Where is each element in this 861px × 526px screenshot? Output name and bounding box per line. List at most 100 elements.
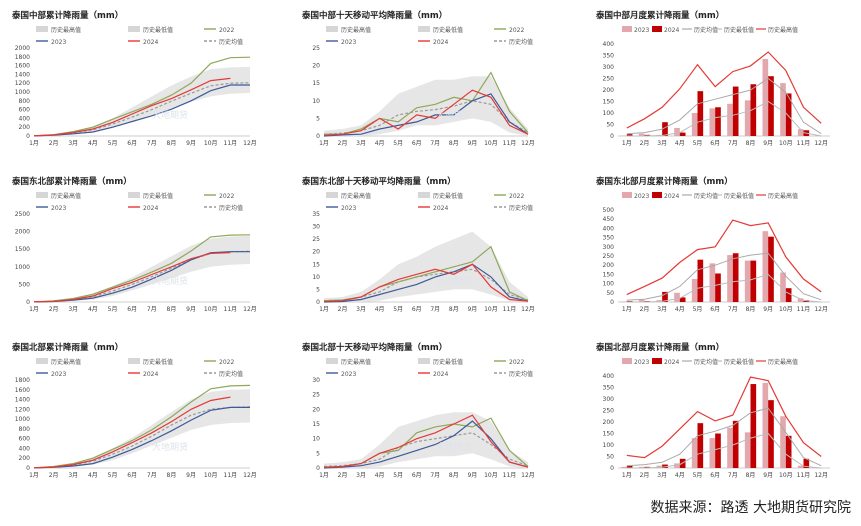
x-tick-label: 6月 bbox=[412, 140, 422, 147]
legend-label: 历史最高值 bbox=[768, 192, 798, 200]
bar-2024 bbox=[679, 132, 686, 136]
x-tick-label: 10月 bbox=[204, 306, 218, 313]
x-tick-label: 1月 bbox=[29, 306, 39, 313]
series-line-2022 bbox=[324, 71, 529, 135]
x-tick-label: 6月 bbox=[710, 306, 720, 313]
bar-2024 bbox=[715, 433, 721, 468]
y-tick-label: 25 bbox=[312, 45, 320, 52]
x-tick-label: 10月 bbox=[204, 472, 218, 479]
legend-label: 2024 bbox=[433, 371, 448, 378]
x-tick-label: 7月 bbox=[430, 472, 440, 479]
bar-2024 bbox=[697, 91, 704, 136]
x-tick-label: 8月 bbox=[449, 140, 459, 147]
series-line-2024 bbox=[323, 414, 529, 468]
legend-swatch bbox=[36, 26, 48, 32]
x-tick-label: 3月 bbox=[68, 472, 78, 479]
legend-label: 2024 bbox=[664, 193, 679, 200]
x-tick-label: 2月 bbox=[49, 306, 59, 313]
bar-2024 bbox=[662, 291, 668, 302]
x-tick-label: 12月 bbox=[814, 140, 828, 147]
y-tick-label: 600 bbox=[19, 107, 31, 114]
x-tick-label: 7月 bbox=[728, 472, 738, 479]
legend-swatch bbox=[128, 26, 140, 32]
bar-2023 bbox=[691, 438, 698, 468]
series-line-2024 bbox=[33, 396, 231, 469]
x-tick-label: 1月 bbox=[319, 472, 329, 479]
bar-2023 bbox=[621, 466, 627, 468]
x-tick-label: 4月 bbox=[375, 306, 385, 313]
x-tick-label: 6月 bbox=[127, 472, 137, 479]
legend-swatch bbox=[326, 192, 338, 198]
legend-label: 历史最高值 bbox=[768, 26, 798, 34]
x-tick-label: 6月 bbox=[710, 472, 720, 479]
x-tick-label: 3月 bbox=[356, 472, 366, 479]
x-tick-label: 1月 bbox=[319, 140, 329, 147]
y-tick-label: 1600 bbox=[15, 63, 30, 70]
legend-label: 2023 bbox=[51, 205, 66, 212]
x-tick-label: 2月 bbox=[49, 472, 59, 479]
legend-swatch bbox=[36, 358, 48, 364]
chart-title: 泰国中部累计降雨量（mm） bbox=[11, 10, 123, 21]
x-tick-label: 11月 bbox=[224, 140, 238, 147]
bar-2024 bbox=[768, 76, 774, 136]
series-line-2024 bbox=[33, 77, 231, 137]
legend-label: 2024 bbox=[143, 39, 158, 46]
x-tick-label: 6月 bbox=[710, 140, 720, 147]
x-tick-label: 8月 bbox=[746, 140, 756, 147]
y-tick-label: 250 bbox=[603, 253, 615, 260]
chart-panel-3: 泰国东北部累计降雨量（mm） 历史最高值 历史最低值 2022 2023 2024 历史均值… bbox=[11, 176, 257, 313]
y-tick-label: 300 bbox=[603, 64, 615, 71]
watermark-text: 大地期货 bbox=[436, 109, 472, 121]
x-tick-label: 7月 bbox=[147, 472, 157, 479]
x-tick-label: 6月 bbox=[412, 306, 422, 313]
y-tick-label: 0 bbox=[610, 299, 614, 306]
series-line-历史最高值 bbox=[626, 51, 822, 129]
x-tick-label: 9月 bbox=[467, 306, 477, 313]
x-tick-label: 10月 bbox=[204, 140, 218, 147]
y-tick-label: 25 bbox=[312, 236, 320, 243]
series-line-2022 bbox=[33, 384, 251, 469]
x-tick-label: 12月 bbox=[814, 306, 828, 313]
x-tick-label: 11月 bbox=[224, 472, 238, 479]
series-line-历史最低值 bbox=[626, 432, 822, 469]
x-tick-label: 5月 bbox=[693, 140, 703, 147]
x-tick-label: 8月 bbox=[449, 472, 459, 479]
y-tick-label: 100 bbox=[603, 110, 615, 117]
legend-label: 历史均值 bbox=[509, 370, 533, 378]
x-tick-label: 9月 bbox=[186, 306, 196, 313]
y-tick-label: 15 bbox=[312, 80, 320, 87]
x-tick-label: 4月 bbox=[88, 472, 98, 479]
x-tick-label: 9月 bbox=[467, 472, 477, 479]
series-line-历史最高值 bbox=[626, 219, 822, 296]
series-line-2022 bbox=[33, 234, 251, 303]
x-tick-label: 5月 bbox=[108, 306, 118, 313]
y-tick-label: 800 bbox=[19, 426, 31, 433]
x-tick-label: 10月 bbox=[484, 472, 498, 479]
y-tick-label: 2500 bbox=[15, 211, 30, 218]
y-tick-label: 500 bbox=[603, 207, 615, 214]
y-tick-label: 25 bbox=[312, 392, 320, 399]
chart-title: 泰国中部十天移动平均降雨量（mm） bbox=[301, 10, 447, 21]
chart-panel-1: 泰国中部十天移动平均降雨量（mm） 历史最高值 历史最低值 2022 2023 2024 历… bbox=[301, 10, 535, 147]
x-tick-label: 3月 bbox=[657, 140, 667, 147]
series-line-历史最低值 bbox=[626, 100, 822, 137]
legend-label: 2022 bbox=[509, 27, 524, 34]
legend-label: 2022 bbox=[509, 193, 524, 200]
y-tick-label: 50 bbox=[606, 122, 614, 129]
legend-label: 历史最低值 bbox=[143, 192, 173, 200]
y-tick-label: 10 bbox=[312, 436, 320, 443]
bar-2024 bbox=[732, 86, 739, 136]
legend-label: 2023 bbox=[634, 27, 649, 34]
bar-2023 bbox=[762, 231, 769, 302]
legend-label: 历史最高值 bbox=[341, 358, 371, 366]
y-tick-label: 400 bbox=[19, 115, 31, 122]
bar-2023 bbox=[638, 299, 645, 302]
legend-label: 历史最高值 bbox=[768, 358, 798, 366]
x-tick-label: 6月 bbox=[127, 140, 137, 147]
x-tick-label: 2月 bbox=[640, 140, 650, 147]
y-tick-label: 0 bbox=[610, 133, 614, 140]
x-tick-label: 4月 bbox=[675, 472, 685, 479]
x-tick-label: 2月 bbox=[640, 472, 650, 479]
chart-panel-4: 泰国东北部十天移动平均降雨量（mm） 历史最高值 历史最低值 2022 2023 2024… bbox=[301, 176, 535, 313]
source-note: 数据来源：路透 大地期货研究院 bbox=[650, 500, 851, 516]
